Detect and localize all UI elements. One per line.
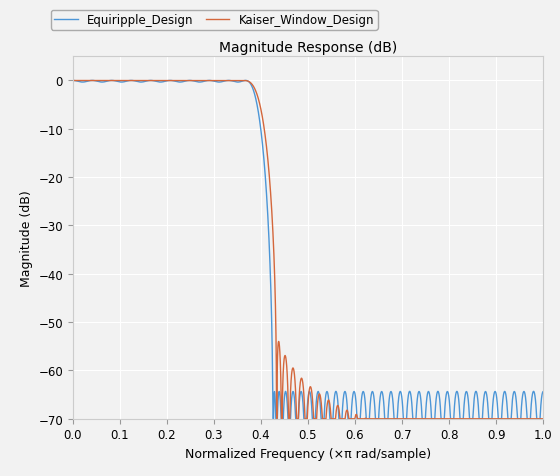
Kaiser_Window_Design	[240, 79, 246, 84]
Equiripple_Design	[269, 416, 276, 422]
Equiripple_Design	[320, 416, 326, 422]
Legend: Equiripple_Design, Kaiser_Window_Design: Equiripple_Design, Kaiser_Window_Design	[51, 10, 377, 30]
X-axis label: Normalized Frequency (×π rad/sample): Normalized Frequency (×π rad/sample)	[185, 447, 431, 460]
Equiripple_Design	[262, 166, 268, 171]
Equiripple_Design	[472, 392, 478, 398]
Kaiser_Window_Design	[211, 79, 217, 84]
Kaiser_Window_Design	[540, 416, 547, 422]
Line: Equiripple_Design: Equiripple_Design	[73, 81, 543, 419]
Line: Kaiser_Window_Design: Kaiser_Window_Design	[73, 81, 543, 419]
Y-axis label: Magnitude (dB): Magnitude (dB)	[20, 190, 33, 286]
Title: Magnitude Response (dB): Magnitude Response (dB)	[219, 40, 397, 55]
Kaiser_Window_Design	[273, 416, 280, 422]
Kaiser_Window_Design	[262, 129, 268, 135]
Equiripple_Design	[69, 79, 76, 84]
Equiripple_Design	[211, 79, 217, 85]
Kaiser_Window_Design	[409, 416, 416, 422]
Kaiser_Window_Design	[265, 166, 272, 171]
Kaiser_Window_Design	[472, 416, 478, 422]
Equiripple_Design	[108, 79, 115, 84]
Equiripple_Design	[540, 389, 547, 395]
Equiripple_Design	[265, 229, 272, 235]
Equiripple_Design	[409, 412, 416, 417]
Kaiser_Window_Design	[69, 79, 76, 84]
Kaiser_Window_Design	[320, 416, 326, 422]
